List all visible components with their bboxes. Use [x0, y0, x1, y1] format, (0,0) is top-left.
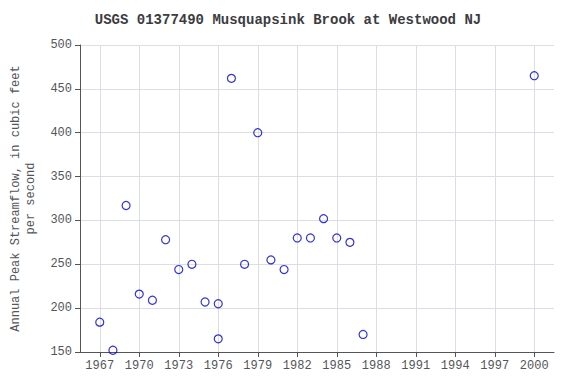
svg-text:1994: 1994 [441, 359, 470, 373]
svg-text:300: 300 [50, 213, 72, 227]
svg-text:1985: 1985 [322, 359, 351, 373]
svg-text:2000: 2000 [520, 359, 549, 373]
svg-text:1976: 1976 [204, 359, 233, 373]
svg-text:1970: 1970 [125, 359, 154, 373]
svg-text:per second: per second [24, 162, 38, 234]
svg-text:Annual Peak Streamflow, in cub: Annual Peak Streamflow, in cubic feet [9, 65, 23, 331]
svg-text:250: 250 [50, 257, 72, 271]
svg-text:150: 150 [50, 345, 72, 359]
svg-text:1988: 1988 [362, 359, 391, 373]
svg-text:1967: 1967 [85, 359, 114, 373]
svg-text:400: 400 [50, 126, 72, 140]
svg-text:1973: 1973 [164, 359, 193, 373]
svg-text:1979: 1979 [243, 359, 272, 373]
svg-text:1997: 1997 [480, 359, 509, 373]
svg-text:350: 350 [50, 170, 72, 184]
svg-text:450: 450 [50, 82, 72, 96]
svg-text:1991: 1991 [401, 359, 430, 373]
svg-text:200: 200 [50, 301, 72, 315]
svg-text:USGS 01377490 Musquapsink Broo: USGS 01377490 Musquapsink Brook at Westw… [95, 12, 481, 28]
svg-text:1982: 1982 [283, 359, 312, 373]
svg-text:500: 500 [50, 38, 72, 52]
